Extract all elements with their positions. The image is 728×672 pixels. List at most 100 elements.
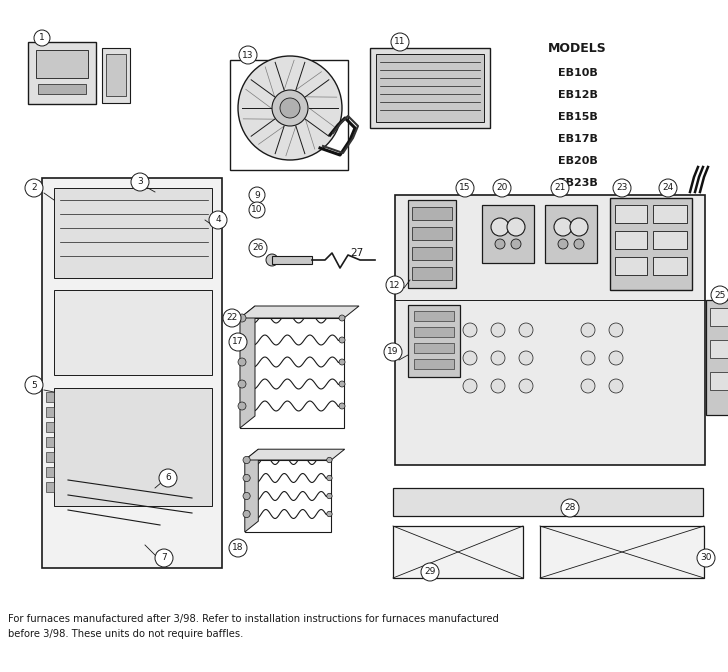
Circle shape xyxy=(697,549,715,567)
Circle shape xyxy=(239,46,257,64)
Text: 27: 27 xyxy=(350,248,363,258)
Circle shape xyxy=(609,351,623,365)
Circle shape xyxy=(384,343,402,361)
Polygon shape xyxy=(240,306,255,428)
Circle shape xyxy=(581,379,595,393)
Circle shape xyxy=(519,323,533,337)
Circle shape xyxy=(491,218,509,236)
Text: EB17B: EB17B xyxy=(558,134,598,144)
Text: 21: 21 xyxy=(554,183,566,192)
Circle shape xyxy=(463,323,477,337)
Circle shape xyxy=(327,458,332,463)
Bar xyxy=(545,205,597,263)
Circle shape xyxy=(551,179,569,197)
Circle shape xyxy=(249,187,265,203)
Text: 3: 3 xyxy=(137,177,143,187)
Bar xyxy=(482,205,534,263)
Circle shape xyxy=(243,456,250,464)
Circle shape xyxy=(507,218,525,236)
Text: 29: 29 xyxy=(424,567,435,577)
Text: 18: 18 xyxy=(232,544,244,552)
Circle shape xyxy=(491,379,505,393)
Bar xyxy=(414,311,454,321)
Circle shape xyxy=(327,493,332,499)
Circle shape xyxy=(25,376,43,394)
Circle shape xyxy=(493,179,511,197)
Text: EB23B: EB23B xyxy=(558,178,598,188)
Circle shape xyxy=(229,333,247,351)
Bar xyxy=(540,526,704,578)
Bar xyxy=(710,308,728,326)
Text: 17: 17 xyxy=(232,337,244,347)
Circle shape xyxy=(249,239,267,257)
Bar xyxy=(393,526,523,578)
Circle shape xyxy=(339,381,345,387)
Bar xyxy=(710,372,728,390)
Circle shape xyxy=(238,56,342,160)
Circle shape xyxy=(339,315,345,321)
Circle shape xyxy=(581,323,595,337)
Circle shape xyxy=(561,499,579,517)
Text: 15: 15 xyxy=(459,183,471,192)
Text: 24: 24 xyxy=(662,183,673,192)
Circle shape xyxy=(570,218,588,236)
Circle shape xyxy=(243,493,250,499)
Bar xyxy=(610,198,692,290)
Circle shape xyxy=(272,90,308,126)
Bar xyxy=(102,48,130,103)
Bar xyxy=(615,231,647,249)
Circle shape xyxy=(421,563,439,581)
Bar xyxy=(710,340,728,358)
Circle shape xyxy=(327,511,332,517)
Circle shape xyxy=(463,351,477,365)
Bar xyxy=(653,231,687,249)
Bar xyxy=(412,207,452,220)
Circle shape xyxy=(327,475,332,480)
Circle shape xyxy=(249,202,265,218)
Circle shape xyxy=(463,379,477,393)
Bar xyxy=(414,343,454,353)
Text: 4: 4 xyxy=(215,216,221,224)
Circle shape xyxy=(223,309,241,327)
Circle shape xyxy=(495,239,505,249)
Circle shape xyxy=(711,286,728,304)
Circle shape xyxy=(238,314,246,322)
Circle shape xyxy=(229,539,247,557)
Circle shape xyxy=(25,179,43,197)
Circle shape xyxy=(243,474,250,482)
Bar xyxy=(370,48,490,128)
Circle shape xyxy=(574,239,584,249)
Bar xyxy=(414,327,454,337)
Bar xyxy=(46,452,54,462)
Bar xyxy=(615,205,647,223)
Bar xyxy=(46,407,54,417)
Bar xyxy=(36,50,88,78)
Bar xyxy=(706,300,728,415)
Bar xyxy=(46,422,54,432)
Bar xyxy=(408,200,456,288)
Circle shape xyxy=(519,379,533,393)
Circle shape xyxy=(659,179,677,197)
Text: 5: 5 xyxy=(31,380,37,390)
Text: EB10B: EB10B xyxy=(558,68,598,78)
Bar xyxy=(412,267,452,280)
Bar xyxy=(395,195,705,465)
Bar xyxy=(414,359,454,369)
Bar xyxy=(54,388,212,506)
Bar xyxy=(230,60,348,170)
Circle shape xyxy=(238,336,246,344)
Text: 30: 30 xyxy=(700,554,712,562)
Bar xyxy=(393,488,703,516)
Polygon shape xyxy=(240,306,359,318)
Bar xyxy=(376,54,484,122)
Circle shape xyxy=(581,351,595,365)
Text: MODELS: MODELS xyxy=(548,42,606,55)
Circle shape xyxy=(209,211,227,229)
Circle shape xyxy=(456,179,474,197)
Text: 11: 11 xyxy=(395,38,405,46)
Text: 9: 9 xyxy=(254,190,260,200)
Bar xyxy=(412,227,452,240)
Bar xyxy=(38,84,86,94)
Bar xyxy=(272,256,312,264)
Text: 13: 13 xyxy=(242,50,254,60)
